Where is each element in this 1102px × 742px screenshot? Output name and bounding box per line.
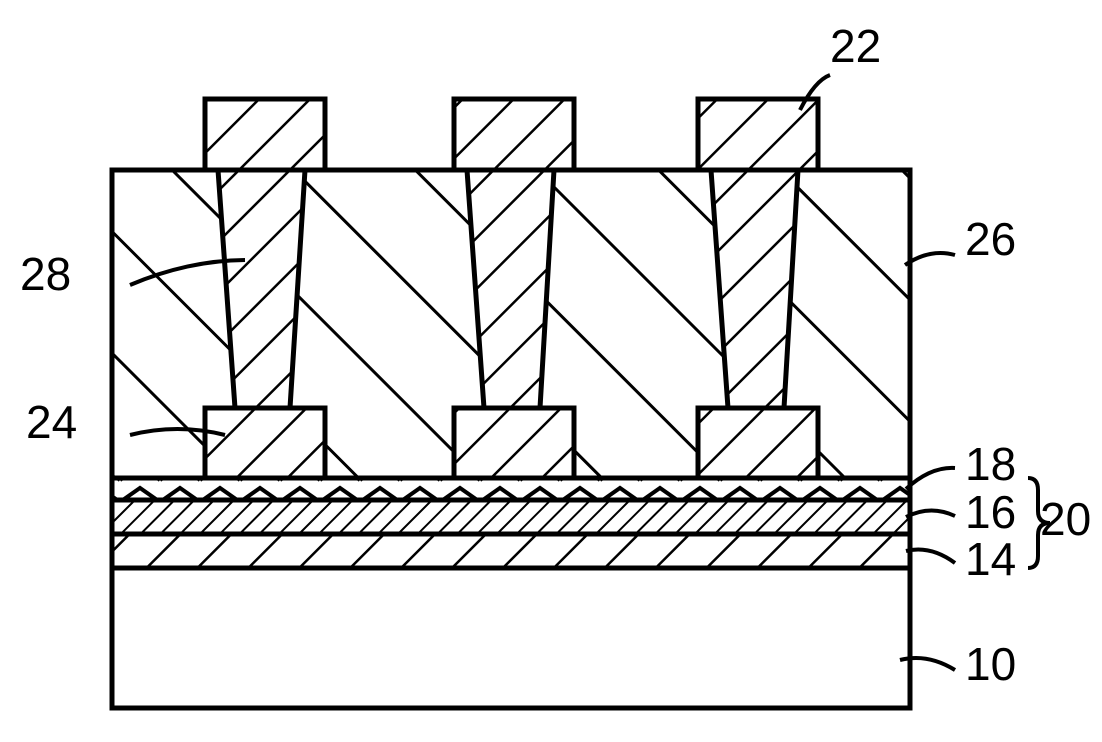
bottom-pad-2 bbox=[698, 408, 818, 478]
label-20: 20 bbox=[1040, 493, 1091, 545]
label-28: 28 bbox=[20, 248, 71, 300]
label-10: 10 bbox=[965, 638, 1016, 690]
top-pad-0 bbox=[205, 99, 325, 170]
label-24: 24 bbox=[26, 396, 77, 448]
label-18: 18 bbox=[965, 438, 1016, 490]
bottom-pad-0 bbox=[205, 408, 325, 478]
layer-16 bbox=[112, 500, 910, 534]
pillar-2 bbox=[711, 170, 798, 408]
bottom-pad-1 bbox=[454, 408, 574, 478]
top-pad-1 bbox=[454, 99, 574, 170]
layer-18 bbox=[112, 478, 910, 500]
leader-line bbox=[906, 510, 955, 517]
pillar-0 bbox=[218, 170, 305, 408]
label-26: 26 bbox=[965, 213, 1016, 265]
pillar-1 bbox=[467, 170, 554, 408]
substrate bbox=[112, 568, 910, 708]
leader-line bbox=[906, 468, 955, 489]
layer-14 bbox=[112, 534, 910, 568]
label-22: 22 bbox=[830, 20, 881, 72]
leader-line bbox=[906, 550, 955, 564]
label-14: 14 bbox=[965, 533, 1016, 585]
label-16: 16 bbox=[965, 486, 1016, 538]
